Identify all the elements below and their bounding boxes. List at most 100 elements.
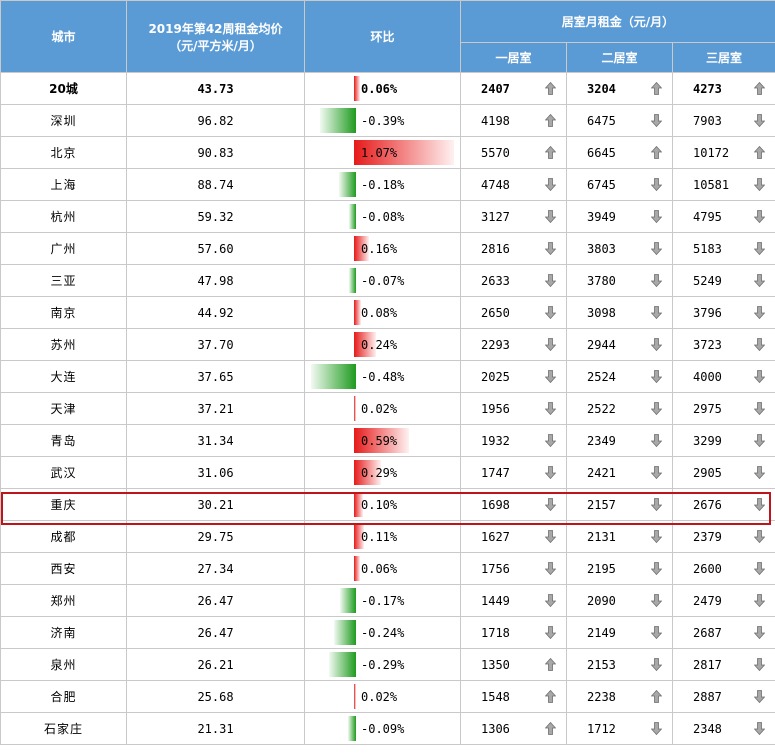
change-bar bbox=[354, 396, 356, 421]
cell-rent-r2: 2195 bbox=[566, 552, 673, 585]
cell-price: 31.34 bbox=[126, 424, 305, 457]
change-bar bbox=[354, 684, 356, 709]
cell-rent-r3: 3796 bbox=[672, 296, 775, 329]
cell-change: -0.17% bbox=[304, 584, 461, 617]
arrow-down-icon bbox=[544, 434, 557, 448]
cell-rent-r2: 3803 bbox=[566, 232, 673, 265]
rent-value: 3098 bbox=[587, 305, 616, 320]
cell-rent-r1: 1449 bbox=[460, 584, 567, 617]
arrow-down-icon bbox=[544, 242, 557, 256]
cell-price: 27.34 bbox=[126, 552, 305, 585]
rent-value: 2195 bbox=[587, 561, 616, 576]
cell-change: 0.16% bbox=[304, 232, 461, 265]
arrow-down-icon bbox=[753, 594, 766, 608]
change-text: -0.18% bbox=[361, 177, 405, 192]
cell-price: 31.06 bbox=[126, 456, 305, 489]
cell-rent-r3: 2905 bbox=[672, 456, 775, 489]
cell-price: 26.21 bbox=[126, 648, 305, 681]
rent-value: 6645 bbox=[587, 145, 616, 160]
cell-city: 南京 bbox=[0, 296, 127, 329]
cell-price: 43.73 bbox=[126, 72, 305, 105]
header-r1: 一居室 bbox=[460, 42, 567, 73]
table-row: 济南 26.47 -0.24% 1718 2149 2687 bbox=[0, 616, 775, 649]
arrow-down-icon bbox=[650, 658, 663, 672]
rent-value: 3204 bbox=[587, 81, 616, 96]
rent-value: 1712 bbox=[587, 721, 616, 736]
cell-change: 0.24% bbox=[304, 328, 461, 361]
rent-value: 1932 bbox=[481, 433, 510, 448]
cell-rent-r2: 2153 bbox=[566, 648, 673, 681]
rent-value: 2349 bbox=[587, 433, 616, 448]
arrow-up-icon bbox=[544, 657, 557, 671]
arrow-down-icon bbox=[650, 114, 663, 128]
cell-city: 郑州 bbox=[0, 584, 127, 617]
arrow-down-icon bbox=[650, 274, 663, 288]
cell-rent-r2: 2349 bbox=[566, 424, 673, 457]
arrow-down-icon bbox=[753, 210, 766, 224]
table-row: 郑州 26.47 -0.17% 1449 2090 2479 bbox=[0, 584, 775, 617]
rent-value: 1449 bbox=[481, 593, 510, 608]
table-row: 泉州 26.21 -0.29% 1350 2153 2817 bbox=[0, 648, 775, 681]
rent-value: 2975 bbox=[693, 401, 722, 416]
change-text: 0.06% bbox=[361, 81, 398, 96]
rent-value: 2421 bbox=[587, 465, 616, 480]
cell-city: 三亚 bbox=[0, 264, 127, 297]
arrow-down-icon bbox=[753, 274, 766, 288]
change-text: 0.11% bbox=[361, 529, 398, 544]
cell-rent-r3: 3299 bbox=[672, 424, 775, 457]
table-row: 石家庄 21.31 -0.09% 1306 1712 2348 bbox=[0, 712, 775, 745]
cell-rent-r1: 1627 bbox=[460, 520, 567, 553]
cell-rent-r3: 10172 bbox=[672, 136, 775, 169]
cell-rent-r2: 3098 bbox=[566, 296, 673, 329]
change-text: -0.29% bbox=[361, 657, 405, 672]
arrow-down-icon bbox=[544, 530, 557, 544]
cell-rent-r1: 1548 bbox=[460, 680, 567, 713]
rent-value: 1548 bbox=[481, 689, 510, 704]
rent-value: 7903 bbox=[693, 113, 722, 128]
table-row: 广州 57.60 0.16% 2816 3803 5183 bbox=[0, 232, 775, 265]
cell-rent-r3: 4273 bbox=[672, 72, 775, 105]
rent-value: 2157 bbox=[587, 497, 616, 512]
arrow-down-icon bbox=[650, 434, 663, 448]
table-row: 天津 37.21 0.02% 1956 2522 2975 bbox=[0, 392, 775, 425]
rent-value: 4795 bbox=[693, 209, 722, 224]
cell-city: 合肥 bbox=[0, 680, 127, 713]
cell-price: 57.60 bbox=[126, 232, 305, 265]
change-text: 0.29% bbox=[361, 465, 398, 480]
cell-price: 21.31 bbox=[126, 712, 305, 745]
cell-rent-r1: 2633 bbox=[460, 264, 567, 297]
rent-value: 3803 bbox=[587, 241, 616, 256]
arrow-down-icon bbox=[753, 338, 766, 352]
rent-value: 2479 bbox=[693, 593, 722, 608]
cell-rent-r3: 10581 bbox=[672, 168, 775, 201]
change-bar bbox=[354, 460, 382, 485]
cell-rent-r3: 2379 bbox=[672, 520, 775, 553]
rent-value: 5183 bbox=[693, 241, 722, 256]
rent-value: 1756 bbox=[481, 561, 510, 576]
rent-value: 5570 bbox=[481, 145, 510, 160]
cell-rent-r2: 2944 bbox=[566, 328, 673, 361]
cell-rent-r3: 2687 bbox=[672, 616, 775, 649]
header-price: 2019年第42周租金均价 （元/平方米/月） bbox=[126, 0, 305, 73]
cell-rent-r2: 3949 bbox=[566, 200, 673, 233]
rent-value: 2687 bbox=[693, 625, 722, 640]
arrow-down-icon bbox=[650, 466, 663, 480]
change-text: 0.08% bbox=[361, 305, 398, 320]
change-text: -0.08% bbox=[361, 209, 405, 224]
cell-change: 0.10% bbox=[304, 488, 461, 521]
cell-city: 成都 bbox=[0, 520, 127, 553]
arrow-down-icon bbox=[753, 626, 766, 640]
arrow-down-icon bbox=[544, 498, 557, 512]
cell-rent-r3: 2975 bbox=[672, 392, 775, 425]
arrow-down-icon bbox=[544, 626, 557, 640]
cell-rent-r1: 5570 bbox=[460, 136, 567, 169]
cell-city: 广州 bbox=[0, 232, 127, 265]
rent-value: 2816 bbox=[481, 241, 510, 256]
cell-price: 88.74 bbox=[126, 168, 305, 201]
arrow-down-icon bbox=[650, 722, 663, 736]
cell-rent-r1: 2650 bbox=[460, 296, 567, 329]
table-row: 大连 37.65 -0.48% 2025 2524 4000 bbox=[0, 360, 775, 393]
cell-rent-r2: 2524 bbox=[566, 360, 673, 393]
change-bar bbox=[347, 716, 356, 741]
